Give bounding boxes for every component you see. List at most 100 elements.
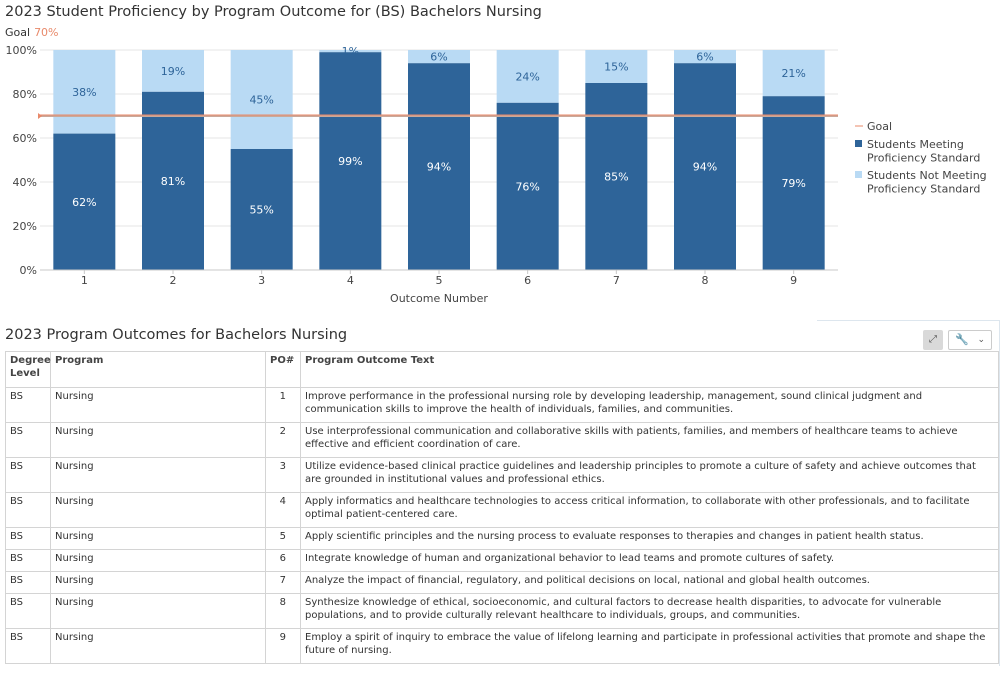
cell-degree: BS	[5, 549, 51, 572]
legend-not-meeting-swatch	[855, 171, 862, 178]
bar-not-meeting	[53, 50, 116, 134]
cell-degree: BS	[5, 593, 51, 629]
cell-degree: BS	[5, 387, 51, 423]
cell-outcome-text: Synthesize knowledge of ethical, socioec…	[300, 593, 999, 629]
bar-meeting	[408, 63, 470, 271]
cell-po: 3	[265, 457, 301, 493]
table-row: BS Nursing 1 Improve performance in the …	[5, 387, 999, 423]
table-title: 2023 Program Outcomes for Bachelors Nurs…	[5, 327, 348, 343]
cell-outcome-text: Integrate knowledge of human and organiz…	[300, 549, 999, 572]
bar-meeting	[142, 91, 204, 270]
header-outcome-text[interactable]: Program Outcome Text	[300, 351, 999, 388]
table-row: BS Nursing 7 Analyze the impact of finan…	[5, 571, 999, 594]
legend-label: Goal	[867, 120, 892, 133]
cell-outcome-text: Apply informatics and healthcare technol…	[300, 492, 999, 528]
data-label-not-meeting: 6%	[696, 51, 713, 64]
data-label-meeting: 94%	[693, 161, 717, 174]
cell-outcome-text: Analyze the impact of financial, regulat…	[300, 571, 999, 594]
program-outcomes-table: Degree Level Program PO# Program Outcome…	[5, 351, 999, 664]
header-degree-level[interactable]: Degree Level	[5, 351, 51, 388]
y-tick-label: 40%	[13, 176, 37, 189]
cell-program: Nursing	[50, 571, 266, 594]
bar-meeting	[762, 96, 825, 270]
cell-outcome-text: Utilize evidence-based clinical practice…	[300, 457, 999, 493]
x-tick-label: 5	[436, 274, 443, 287]
cell-outcome-text: Improve performance in the professional …	[300, 387, 999, 423]
cell-program: Nursing	[50, 422, 266, 458]
cell-program: Nursing	[50, 457, 266, 493]
data-label-not-meeting: 21%	[781, 67, 805, 80]
wrench-icon: 🔧	[955, 333, 969, 346]
table-panel-frame	[817, 320, 1000, 666]
goal-line-layer	[38, 113, 838, 119]
data-label-not-meeting: 15%	[604, 61, 628, 74]
bar-not-meeting	[674, 50, 736, 64]
y-tick-label: 60%	[13, 132, 37, 145]
bar-not-meeting	[142, 50, 204, 92]
bar-not-meeting	[230, 50, 293, 149]
cell-outcome-text: Apply scientific principles and the nurs…	[300, 527, 999, 550]
bar-not-meeting	[496, 50, 559, 103]
bar-meeting	[53, 133, 116, 270]
cell-program: Nursing	[50, 492, 266, 528]
cell-outcome-text: Employ a spirit of inquiry to embrace th…	[300, 628, 999, 664]
data-label-meeting: 55%	[249, 204, 273, 217]
cell-program: Nursing	[50, 549, 266, 572]
x-tick-label: 7	[613, 274, 620, 287]
data-label-not-meeting: 45%	[249, 94, 273, 107]
bar-meeting	[585, 83, 648, 270]
expand-icon[interactable]: ⤢	[923, 330, 943, 350]
legend-label: Proficiency Standard	[867, 152, 980, 165]
chart-axes: 0% 20% 40% 60% 80% 100% 1 2 3 4 5 6 7 8 9	[6, 44, 838, 287]
cell-po: 7	[265, 571, 301, 594]
y-tick-label: 80%	[13, 88, 37, 101]
settings-menu-button[interactable]: 🔧 ⌄	[948, 330, 992, 350]
bar-meeting	[496, 102, 559, 270]
data-label-meeting: 62%	[72, 196, 96, 209]
header-po-number[interactable]: PO#	[265, 351, 301, 388]
proficiency-chart: 62%38%81%19%55%45%99%1%94%6%76%24%85%15%…	[6, 44, 987, 305]
bar-not-meeting	[408, 50, 470, 64]
bar-not-meeting	[585, 50, 648, 83]
header-program[interactable]: Program	[50, 351, 266, 388]
bar-not-meeting	[319, 50, 382, 53]
bar-meeting	[674, 63, 736, 271]
x-tick-label: 3	[258, 274, 265, 287]
data-label-not-meeting: 1%	[342, 45, 359, 58]
x-tick-label: 9	[790, 274, 797, 287]
cell-program: Nursing	[50, 387, 266, 423]
cell-program: Nursing	[50, 628, 266, 664]
cell-degree: BS	[5, 422, 51, 458]
goal-caption-value: 70%	[34, 26, 59, 39]
x-tick-label: 1	[81, 274, 88, 287]
cell-po: 1	[265, 387, 301, 423]
table-row: BS Nursing 8 Synthesize knowledge of eth…	[5, 593, 999, 629]
data-label-meeting: 94%	[427, 161, 451, 174]
x-tick-label: 2	[170, 274, 177, 287]
cell-po: 9	[265, 628, 301, 664]
data-label-meeting: 79%	[781, 177, 805, 190]
cell-degree: BS	[5, 457, 51, 493]
cell-po: 8	[265, 593, 301, 629]
table-row: BS Nursing 2 Use interprofessional commu…	[5, 422, 999, 458]
goal-caption-label: Goal	[5, 26, 31, 39]
table-row: BS Nursing 9 Employ a spirit of inquiry …	[5, 628, 999, 664]
goal-marker	[38, 113, 42, 119]
cell-degree: BS	[5, 628, 51, 664]
cell-outcome-text: Use interprofessional communication and …	[300, 422, 999, 458]
x-axis-title: Outcome Number	[390, 292, 488, 305]
x-tick-label: 8	[702, 274, 709, 287]
y-tick-label: 20%	[13, 220, 37, 233]
table-header-row: Degree Level Program PO# Program Outcome…	[5, 351, 999, 388]
legend-label: Proficiency Standard	[867, 183, 980, 196]
cell-po: 5	[265, 527, 301, 550]
bar-not-meeting	[762, 50, 825, 97]
cell-po: 2	[265, 422, 301, 458]
data-label-not-meeting: 38%	[72, 86, 96, 99]
goal-caption: Goal 70%	[5, 26, 59, 39]
chart-bars: 62% 38% 81% 19% 55% 45% 99% 1% 94% 6% 76% 24% 85% 15%…	[53, 45, 825, 271]
cell-degree: BS	[5, 492, 51, 528]
data-label-not-meeting: 24%	[515, 70, 539, 83]
legend-meeting-swatch	[855, 140, 862, 147]
